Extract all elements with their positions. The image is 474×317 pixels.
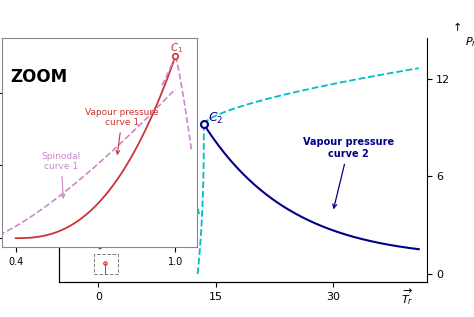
Text: Vapour pressure
curve 1: Vapour pressure curve 1 (85, 108, 159, 154)
Text: ZOOM: ZOOM (10, 68, 67, 86)
Text: $P_r$: $P_r$ (465, 36, 474, 49)
Text: Spinodal
curve 1: Spinodal curve 1 (41, 152, 81, 198)
Text: $C_1$: $C_1$ (170, 41, 183, 55)
Text: $C_2$: $C_2$ (208, 111, 223, 126)
Text: $\overrightarrow{T_r}$: $\overrightarrow{T_r}$ (401, 287, 413, 307)
Text: Spinodal
curve 2: Spinodal curve 2 (148, 165, 199, 214)
Text: $\uparrow$: $\uparrow$ (450, 20, 462, 33)
Text: Vapour pressure
curve 2: Vapour pressure curve 2 (303, 137, 394, 208)
